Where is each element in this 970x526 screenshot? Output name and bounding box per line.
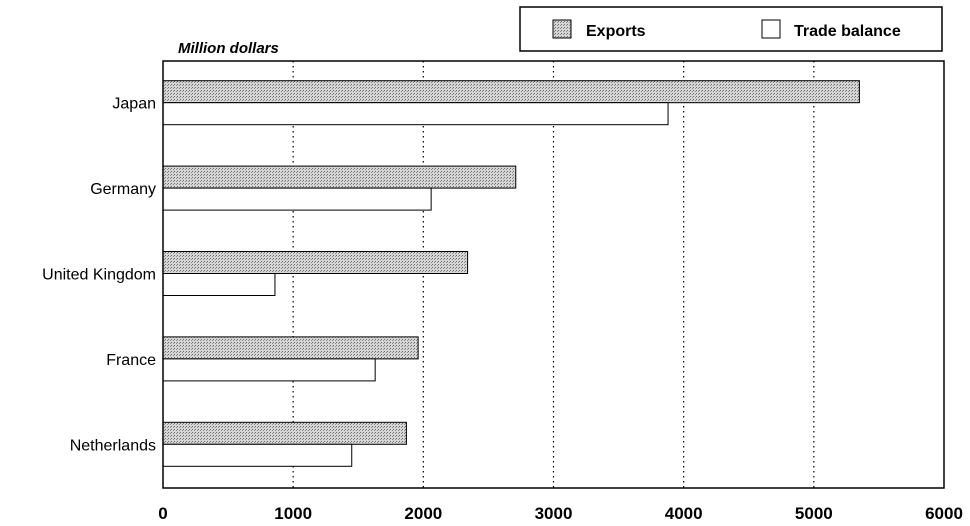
bar-trade-balance xyxy=(162,358,376,382)
legend-swatch-trade-balance xyxy=(761,19,781,39)
category-label: Japan xyxy=(112,96,156,113)
legend: Exports Trade balance xyxy=(519,6,943,52)
x-tick-labels: 0 1000 2000 3000 4000 5000 6000 xyxy=(158,504,963,523)
bars xyxy=(162,80,860,467)
bar-trade-balance xyxy=(162,102,669,126)
category-labels: Japan Germany United Kingdom France Netherla… xyxy=(42,96,156,455)
bar-exports xyxy=(162,336,419,360)
legend-label-exports: Exports xyxy=(586,23,646,40)
x-tick-label: 6000 xyxy=(925,504,963,523)
unit-label: Million dollars xyxy=(178,40,279,57)
x-tick-label: 3000 xyxy=(535,504,573,523)
category-label: Netherlands xyxy=(70,437,156,454)
legend-swatch-exports xyxy=(552,19,572,39)
x-tick-label: 5000 xyxy=(795,504,833,523)
x-tick-label: 2000 xyxy=(404,504,442,523)
gridlines xyxy=(292,61,815,488)
bar-trade-balance xyxy=(162,187,432,211)
category-label: United Kingdom xyxy=(42,267,156,284)
bar-exports xyxy=(162,251,469,274)
category-label: France xyxy=(106,352,156,369)
bar-exports xyxy=(162,165,517,189)
x-tick-label: 0 xyxy=(158,504,167,523)
bar-trade-balance xyxy=(162,273,276,296)
legend-label-trade-balance: Trade balance xyxy=(794,23,901,40)
bar-exports xyxy=(162,80,860,104)
plot-frame xyxy=(162,60,945,489)
bar-exports xyxy=(162,421,407,445)
legend-box xyxy=(519,6,943,52)
x-tick-label: 4000 xyxy=(665,504,703,523)
category-label: Germany xyxy=(90,181,156,198)
bar-trade-balance xyxy=(162,443,353,467)
x-tick-label: 1000 xyxy=(274,504,312,523)
